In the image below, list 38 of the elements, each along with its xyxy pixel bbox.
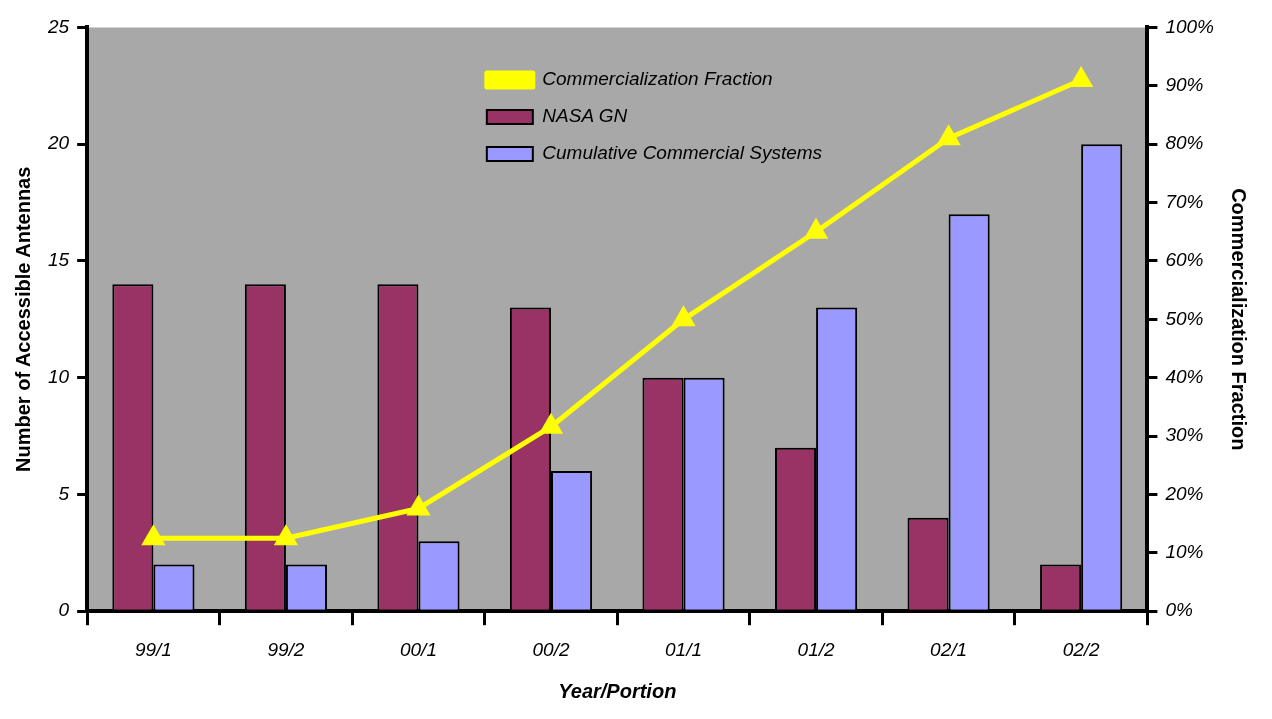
y2-tick-label: 10%	[1165, 541, 1204, 563]
y2-tick-label: 100%	[1165, 15, 1215, 37]
y-tick-label: 0	[58, 599, 70, 621]
y-tick-label: 15	[47, 249, 70, 271]
point	[671, 305, 696, 327]
point	[406, 494, 431, 516]
point	[1070, 66, 1094, 87]
y2-tick-label: 40%	[1165, 365, 1204, 387]
x-tick-label: 00/1	[399, 638, 437, 660]
point	[937, 124, 961, 146]
x-tick-label: 99/2	[267, 638, 305, 660]
y-axis-title: Number of Accessible Antennas	[11, 166, 34, 472]
y2-tick-label: 90%	[1165, 74, 1204, 96]
y-tick-label: 25	[46, 15, 70, 37]
point	[540, 415, 562, 434]
legend-label: Cumulative Commercial Systems	[542, 142, 823, 164]
y2-tick-label: 70%	[1165, 190, 1204, 212]
x-tick-label: 02/1	[930, 638, 968, 660]
legend-label: NASA GN	[542, 105, 628, 127]
x-tick-label: 99/1	[134, 638, 172, 660]
y2-axis-title: Commercialization Fraction	[1228, 188, 1251, 451]
y-tick-label: 5	[58, 482, 70, 504]
y2-tick-label: 50%	[1165, 307, 1204, 329]
x-tick-label: 02/2	[1062, 638, 1101, 660]
y-tick-label: 20	[46, 132, 70, 154]
y2-tick-label: 80%	[1165, 132, 1204, 154]
y2-tick-label: 60%	[1165, 249, 1204, 271]
y-tick-label: 10	[47, 365, 70, 387]
legend-label: Commercialization Fraction	[542, 68, 773, 90]
point	[141, 524, 166, 546]
y2-tick-label: 0%	[1165, 599, 1193, 621]
y2-tick-label: 30%	[1165, 424, 1204, 446]
point	[274, 524, 298, 546]
x-tick-label: 01/2	[797, 638, 835, 660]
x-tick-label: 01/1	[665, 638, 703, 660]
y2-tick-label: 20%	[1164, 482, 1204, 504]
x-axis-title: Year/Portion	[558, 679, 677, 702]
x-tick-label: 00/2	[532, 638, 570, 660]
